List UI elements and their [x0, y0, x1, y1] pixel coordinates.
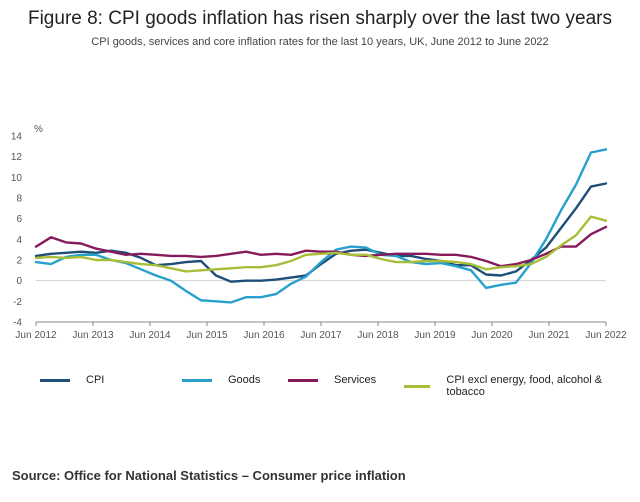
source-note: Source: Office for National Statistics –… [12, 468, 406, 483]
y-tick-label: 14 [11, 132, 23, 143]
y-tick-label: 2 [16, 256, 22, 267]
y-tick-label: 8 [16, 194, 22, 205]
series-line-cpi [34, 182, 608, 283]
legend-swatch-core [404, 384, 431, 388]
chart-legend: CPI Goods Services CPI excl energy, food… [40, 374, 620, 398]
legend-swatch-goods [182, 378, 212, 382]
series-line-goods [34, 148, 608, 304]
y-tick-label: 6 [16, 214, 22, 225]
chart-subtitle: CPI goods, services and core inflation r… [91, 36, 549, 48]
legend-label-core: CPI excl energy, food, alcohol & tobacco [446, 374, 603, 398]
y-tick-label: 4 [16, 235, 22, 246]
x-tick-label: Jun 2012 [15, 330, 57, 341]
legend-label-cpi: CPI [86, 374, 105, 386]
series-line-services [34, 225, 608, 268]
y-tick-label: -4 [13, 318, 22, 329]
x-tick-label: Jun 2019 [414, 330, 456, 341]
y-tick-label: -2 [13, 297, 22, 308]
x-tick-label: Jun 2016 [243, 330, 285, 341]
legend-label-services: Services [334, 374, 377, 386]
legend-swatch-services [288, 378, 318, 382]
x-tick-label: Jun 2015 [186, 330, 228, 341]
legend-item-core: CPI excl energy, food, alcohol & tobacco [404, 374, 620, 398]
legend-label-goods: Goods [228, 374, 261, 386]
x-axis: Jun 2012 Jun 2013 Jun 2014 Jun 2015 Jun 2016… [15, 321, 627, 341]
y-unit-label: % [34, 124, 43, 135]
x-tick-label: Jun 2017 [300, 330, 342, 341]
series-lines [34, 148, 608, 304]
y-tick-label: 0 [16, 276, 22, 287]
series-line-core [34, 215, 608, 273]
y-tick-label: 12 [11, 152, 23, 163]
x-tick-label: Jun 2022 [585, 330, 627, 341]
x-tick-label: Jun 2018 [357, 330, 399, 341]
y-axis: % -4 -2 0 2 4 6 8 10 12 14 [11, 124, 606, 329]
legend-item-goods: Goods [182, 374, 260, 386]
legend-item-services: Services [288, 374, 376, 386]
chart-title: Figure 8: CPI goods inflation has risen … [27, 8, 612, 29]
x-tick-label: Jun 2021 [528, 330, 570, 341]
x-tick-label: Jun 2014 [129, 330, 171, 341]
legend-swatch-cpi [40, 378, 70, 382]
x-tick-label: Jun 2013 [72, 330, 114, 341]
legend-item-cpi: CPI [40, 374, 104, 386]
x-tick-label: Jun 2020 [471, 330, 513, 341]
y-tick-label: 10 [11, 173, 23, 184]
